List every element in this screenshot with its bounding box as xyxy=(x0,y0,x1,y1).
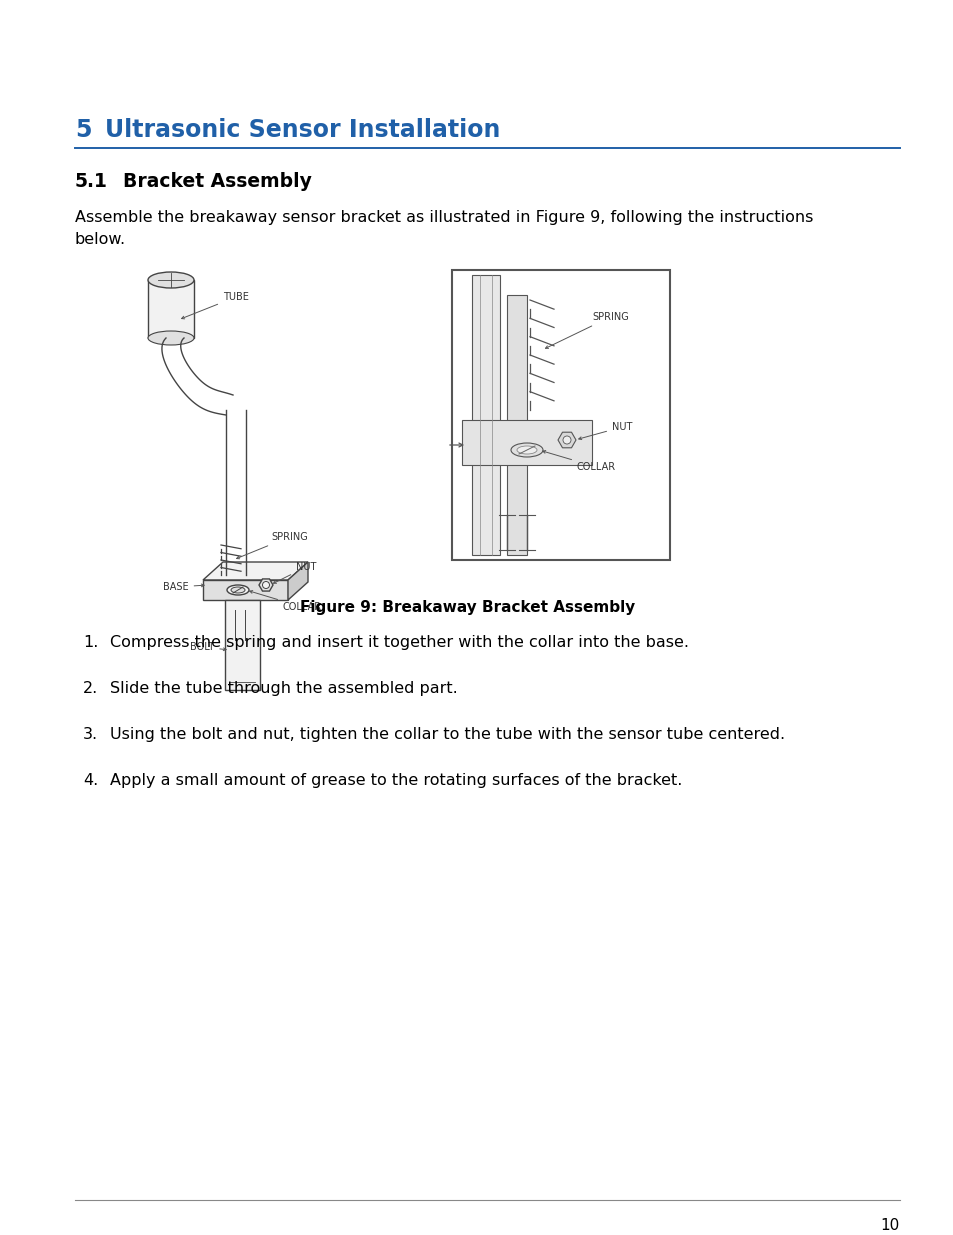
Polygon shape xyxy=(203,580,288,600)
Text: 5: 5 xyxy=(75,119,91,142)
Text: Using the bolt and nut, tighten the collar to the tube with the sensor tube cent: Using the bolt and nut, tighten the coll… xyxy=(110,727,784,742)
Text: 1.: 1. xyxy=(83,635,98,650)
Text: BOLT: BOLT xyxy=(190,642,226,652)
Text: 4.: 4. xyxy=(83,773,98,788)
Text: NUT: NUT xyxy=(578,422,632,440)
Ellipse shape xyxy=(511,443,542,457)
Ellipse shape xyxy=(148,272,193,288)
Text: Apply a small amount of grease to the rotating surfaces of the bracket.: Apply a small amount of grease to the ro… xyxy=(110,773,681,788)
Text: Compress the spring and insert it together with the collar into the base.: Compress the spring and insert it togeth… xyxy=(110,635,688,650)
Text: TUBE: TUBE xyxy=(181,291,249,319)
Polygon shape xyxy=(288,562,308,600)
Polygon shape xyxy=(258,579,273,592)
Text: 2.: 2. xyxy=(83,680,98,697)
Text: SPRING: SPRING xyxy=(236,532,308,558)
Ellipse shape xyxy=(231,587,245,593)
Ellipse shape xyxy=(227,585,249,595)
Bar xyxy=(148,280,193,338)
Polygon shape xyxy=(558,432,576,448)
Ellipse shape xyxy=(517,446,537,454)
Ellipse shape xyxy=(148,331,193,345)
Text: Bracket Assembly: Bracket Assembly xyxy=(123,172,312,191)
Text: SPRING: SPRING xyxy=(545,312,628,348)
Text: Slide the tube through the assembled part.: Slide the tube through the assembled par… xyxy=(110,680,457,697)
Text: COLLAR: COLLAR xyxy=(542,451,616,472)
Bar xyxy=(472,275,499,555)
Text: NUT: NUT xyxy=(274,562,316,583)
Polygon shape xyxy=(203,562,308,580)
Text: BASE: BASE xyxy=(163,582,204,592)
Bar xyxy=(452,270,669,559)
Circle shape xyxy=(562,436,571,445)
Text: COLLAR: COLLAR xyxy=(250,590,322,613)
Bar xyxy=(506,295,526,555)
Text: Figure 9: Breakaway Bracket Assembly: Figure 9: Breakaway Bracket Assembly xyxy=(299,600,635,615)
Polygon shape xyxy=(225,600,260,690)
Text: below.: below. xyxy=(75,232,126,247)
Text: 10: 10 xyxy=(880,1218,899,1233)
Text: Assemble the breakaway sensor bracket as illustrated in Figure 9, following the : Assemble the breakaway sensor bracket as… xyxy=(75,210,813,225)
Bar xyxy=(461,420,592,466)
Text: 5.1: 5.1 xyxy=(75,172,108,191)
Circle shape xyxy=(262,582,269,589)
Text: Ultrasonic Sensor Installation: Ultrasonic Sensor Installation xyxy=(105,119,500,142)
Text: 3.: 3. xyxy=(83,727,98,742)
